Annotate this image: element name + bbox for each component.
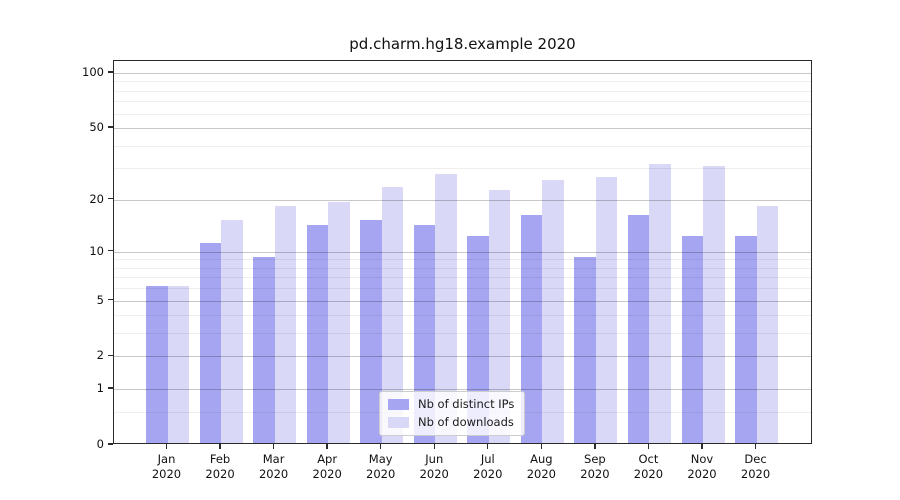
gridline-minor xyxy=(114,259,811,261)
bar-distinct-ips xyxy=(574,257,596,443)
legend-swatch-downloads xyxy=(388,417,409,428)
gridline-minor xyxy=(114,288,811,290)
bar-distinct-ips xyxy=(360,219,382,443)
bar-distinct-ips xyxy=(735,236,757,443)
legend-label-downloads: Nb of downloads xyxy=(418,415,514,429)
bar-distinct-ips xyxy=(306,224,329,443)
gridline-minor xyxy=(114,315,811,317)
bar-downloads xyxy=(488,190,511,443)
gridline-major xyxy=(114,199,811,201)
plot-area xyxy=(113,60,812,444)
bar-distinct-ips xyxy=(199,242,222,443)
bar-distinct-ips xyxy=(681,236,703,443)
x-tick-mark xyxy=(433,444,435,449)
bar-distinct-ips xyxy=(146,286,168,443)
x-tick-mark xyxy=(380,444,382,449)
bar-downloads xyxy=(167,286,189,443)
x-tick-mark xyxy=(594,444,596,449)
x-tick-mark xyxy=(754,444,757,449)
bar-distinct-ips xyxy=(520,214,543,443)
gridline-major xyxy=(114,389,811,391)
bar-downloads xyxy=(274,205,297,443)
legend-label-distinct-ips: Nb of distinct IPs xyxy=(418,397,515,411)
x-tick-mark xyxy=(272,444,275,449)
gridline-minor xyxy=(114,277,811,279)
bar-distinct-ips xyxy=(413,224,436,443)
x-axis-tick-label: Feb 2020 xyxy=(205,452,235,481)
x-axis-tick-label: Dec 2020 xyxy=(740,452,771,481)
x-tick-mark xyxy=(487,444,489,449)
x-tick-mark xyxy=(219,444,221,449)
gridline-minor xyxy=(114,145,811,147)
x-tick-mark xyxy=(165,444,168,449)
x-axis-tick-label: Apr 2020 xyxy=(312,452,342,481)
y-axis-tick-label: 2 xyxy=(96,348,104,363)
bar-downloads xyxy=(435,174,457,443)
x-tick-mark xyxy=(647,444,650,449)
x-axis-tick-label: Mar 2020 xyxy=(258,452,289,481)
bar-downloads xyxy=(542,180,564,443)
bar-downloads xyxy=(221,219,243,443)
y-axis-tick-label: 10 xyxy=(89,243,104,258)
x-axis-tick-label: Jan 2020 xyxy=(151,452,182,481)
gridline-minor xyxy=(114,333,811,335)
legend-swatch-distinct-ips xyxy=(388,399,409,410)
x-tick-mark xyxy=(701,444,703,449)
y-tick-mark xyxy=(108,71,113,73)
bar-downloads xyxy=(328,201,350,443)
legend-item-downloads: Nb of downloads xyxy=(388,415,514,430)
y-tick-mark xyxy=(108,250,113,252)
x-axis-tick-label: Oct 2020 xyxy=(633,452,664,481)
legend: Nb of distinct IPs Nb of downloads xyxy=(379,391,526,436)
gridline-major xyxy=(114,73,811,74)
x-tick-mark xyxy=(540,444,543,449)
y-axis-tick-label: 100 xyxy=(82,65,104,79)
y-axis-tick-label: 50 xyxy=(89,120,104,135)
x-axis-tick-label: Aug 2020 xyxy=(526,452,556,481)
bar-distinct-ips xyxy=(253,257,275,443)
bar-downloads xyxy=(649,163,671,443)
legend-item-distinct-ips: Nb of distinct IPs xyxy=(388,397,514,412)
y-tick-mark xyxy=(108,126,113,128)
gridline-minor xyxy=(114,113,811,115)
x-axis-tick-label: Sep 2020 xyxy=(580,452,610,481)
y-axis-tick-label: 1 xyxy=(96,381,104,396)
y-tick-mark xyxy=(108,387,113,389)
x-axis-tick-label: May 2020 xyxy=(366,452,396,481)
gridline-major xyxy=(114,356,811,358)
gridline-major xyxy=(114,128,811,130)
gridline-minor xyxy=(114,267,811,269)
y-tick-mark xyxy=(108,443,113,445)
gridline-minor xyxy=(114,168,811,170)
gridline-minor xyxy=(114,81,811,83)
gridline-major xyxy=(114,251,811,253)
y-tick-mark xyxy=(108,197,113,200)
gridline-minor xyxy=(114,90,811,92)
bar-downloads xyxy=(595,177,618,443)
y-axis-tick-label: 0 xyxy=(96,437,104,451)
chart-title: pd.charm.hg18.example 2020 xyxy=(349,35,576,53)
y-axis-tick-label: 20 xyxy=(89,191,104,206)
bar-downloads xyxy=(756,205,779,443)
x-axis-tick-label: Nov 2020 xyxy=(687,452,717,481)
y-tick-mark xyxy=(108,354,113,357)
bar-distinct-ips xyxy=(627,214,650,443)
x-axis-tick-label: Jul 2020 xyxy=(473,452,503,481)
gridline-minor xyxy=(114,101,811,103)
x-axis-tick-label: Jun 2020 xyxy=(419,452,449,481)
y-tick-mark xyxy=(108,298,113,301)
bar-downloads xyxy=(703,166,725,443)
gridline-major xyxy=(114,300,811,302)
y-axis-tick-label: 5 xyxy=(96,292,104,307)
bar-downloads xyxy=(381,186,404,443)
x-tick-mark xyxy=(326,444,328,449)
